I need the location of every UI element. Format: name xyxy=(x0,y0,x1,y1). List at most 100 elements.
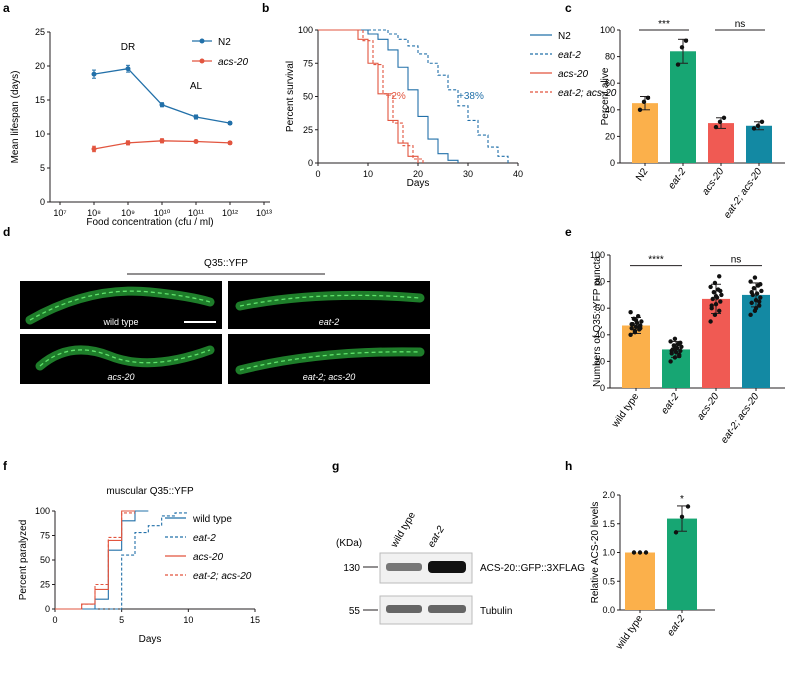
panel-label-g: g xyxy=(332,459,339,473)
band-eat2-tubulin xyxy=(428,605,466,613)
data-point xyxy=(677,353,682,359)
data-point xyxy=(713,294,719,299)
x-tick-label: 10⁸ xyxy=(87,208,101,218)
data-point xyxy=(629,321,634,327)
y-tick-label: 0 xyxy=(45,604,50,614)
y-axis-label: Numbers of Q35::YFP puncta xyxy=(592,256,603,387)
legend-label-3: eat-2; acs-20 xyxy=(558,88,617,99)
band-wt-acs20 xyxy=(386,563,422,571)
y-axis-label: Relative ACS-20 levels xyxy=(590,502,601,604)
y-tick-label: 100 xyxy=(35,506,50,516)
panel-b-chart: 0 25 50 75 100 0 10 20 30 40 N2 eat-2 acs-20 eat-2; a… xyxy=(285,25,617,189)
category-label-3: eat-2; acs-20 xyxy=(722,166,765,220)
data-point xyxy=(718,299,723,304)
legend-label-0: N2 xyxy=(558,31,571,42)
x-tick-label: 30 xyxy=(463,169,473,179)
data-point xyxy=(758,282,763,287)
data-point xyxy=(637,107,643,113)
data-point xyxy=(668,339,673,344)
kda-label: (KDa) xyxy=(336,538,362,549)
data-point xyxy=(643,550,649,555)
data-point xyxy=(749,290,754,295)
y-tick-label: 60 xyxy=(605,78,615,88)
data-point xyxy=(673,530,679,535)
band-eat2-acs20 xyxy=(428,561,466,573)
y-tick-label: 2.0 xyxy=(602,490,615,500)
annotation-dr: DR xyxy=(121,42,135,53)
legend-label-3: eat-2; acs-20 xyxy=(193,571,252,582)
annotation-eat2: +38% xyxy=(458,91,484,102)
data-point xyxy=(91,71,97,77)
data-point xyxy=(672,336,678,341)
data-point xyxy=(717,119,723,124)
data-point xyxy=(669,348,674,353)
significance-label-1: ns xyxy=(735,19,746,30)
y-tick-label: 100 xyxy=(590,250,605,260)
data-point xyxy=(755,123,761,128)
data-point xyxy=(637,550,643,555)
data-point xyxy=(159,138,165,144)
data-point xyxy=(709,303,714,308)
category-label-0: wild type xyxy=(614,613,646,652)
y-tick-label: 5 xyxy=(40,163,45,173)
y-axis-label: Percent paralyzed xyxy=(18,520,29,601)
bar xyxy=(667,518,697,610)
category-label-1: eat-2 xyxy=(665,613,687,638)
x-tick-label: 0 xyxy=(315,169,320,179)
y-tick-label: 0.0 xyxy=(602,605,615,615)
y-tick-label: 0 xyxy=(40,197,45,207)
paralysis-curve-1 xyxy=(55,512,189,610)
legend-label-1: eat-2 xyxy=(558,50,581,61)
category-label-1: eat-2 xyxy=(666,166,688,191)
y-tick-label: 80 xyxy=(595,277,605,287)
series-line-0 xyxy=(93,68,231,124)
annotation-al: AL xyxy=(190,81,203,92)
data-point xyxy=(751,286,757,291)
bar xyxy=(632,103,658,163)
data-point xyxy=(678,340,683,345)
y-tick-label: 100 xyxy=(298,25,313,35)
data-point xyxy=(632,328,638,334)
significance-label-0: *** xyxy=(658,19,670,30)
image-label-2: acs-20 xyxy=(107,372,134,382)
data-point xyxy=(629,325,634,331)
survival-curve-1 xyxy=(318,29,509,163)
data-point xyxy=(639,319,644,324)
x-tick-label: 15 xyxy=(250,615,260,625)
data-point xyxy=(638,325,643,331)
significance-label-0: **** xyxy=(648,255,664,266)
data-point xyxy=(754,291,760,296)
panel-h-chart: 0.0 0.5 1.0 1.5 2.0 wild type * eat-2 Relative A… xyxy=(590,490,715,652)
y-tick-label: 10 xyxy=(35,129,45,139)
y-tick-label: 80 xyxy=(605,52,615,62)
x-tick-label: 10 xyxy=(363,169,373,179)
y-axis-label: Mean lifespan (days) xyxy=(10,71,21,164)
survival-curve-0 xyxy=(318,29,459,163)
y-tick-label: 0 xyxy=(308,158,313,168)
band-label-1: Tubulin xyxy=(480,606,512,617)
image-label-1: eat-2 xyxy=(319,317,340,327)
data-point xyxy=(710,296,715,302)
panel-label-c: c xyxy=(565,1,572,15)
data-point xyxy=(748,279,753,284)
bar xyxy=(746,125,772,163)
data-point xyxy=(673,345,679,351)
x-tick-label: 10¹¹ xyxy=(188,208,204,218)
y-tick-label: 50 xyxy=(303,92,313,102)
data-point xyxy=(645,95,651,101)
y-tick-label: 25 xyxy=(40,580,50,590)
data-point xyxy=(708,284,713,290)
data-point xyxy=(193,114,199,120)
data-point xyxy=(719,292,724,298)
data-point xyxy=(712,280,718,286)
legend-marker xyxy=(199,58,205,64)
y-tick-label: 20 xyxy=(35,61,45,71)
lane-label-1: eat-2 xyxy=(426,524,447,550)
data-point xyxy=(628,332,633,337)
data-point xyxy=(721,115,727,120)
image-label-3: eat-2; acs-20 xyxy=(303,372,356,382)
data-point xyxy=(633,324,639,330)
x-tick-label: 10¹³ xyxy=(256,208,272,218)
